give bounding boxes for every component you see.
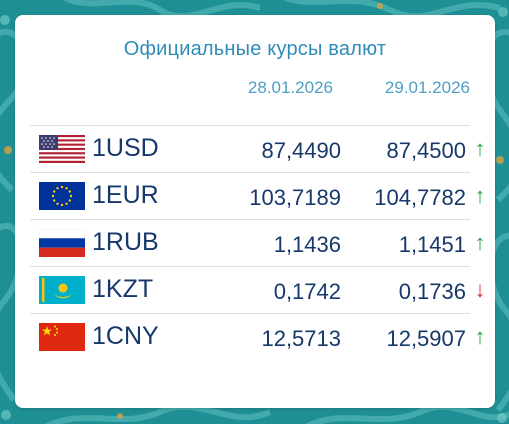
rate-current: 0,1736: [398, 279, 466, 304]
rate-previous: 12,5713: [261, 326, 341, 351]
trend-up-icon: ↑: [474, 324, 486, 349]
rate-current: 87,4500: [386, 138, 466, 163]
eu-flag-icon: [39, 182, 85, 210]
currency-code: 1USD: [92, 134, 159, 162]
rate-current: 104,7782: [374, 185, 466, 210]
date-previous: 28.01.2026: [247, 78, 333, 97]
trend-up-icon: ↑: [474, 136, 486, 161]
china-flag-icon: [39, 323, 85, 351]
card-title: Официальные курсы валют: [123, 38, 387, 60]
currency-code: 1RUB: [92, 228, 159, 256]
rate-row-kzt: 1KZT 0,1742 0,1736 ↓: [30, 266, 486, 314]
rate-previous: 87,4490: [261, 138, 341, 163]
kazakhstan-flag-icon: [39, 276, 85, 304]
date-current: 29.01.2026: [384, 78, 470, 97]
russia-flag-icon: [39, 229, 85, 257]
trend-up-icon: ↑: [474, 230, 486, 255]
rate-current: 12,5907: [386, 326, 466, 351]
trend-down-icon: ↓: [474, 277, 486, 302]
currency-code: 1KZT: [92, 275, 154, 303]
rate-row-usd: 1USD 87,4490 87,4500 ↑: [30, 125, 486, 173]
rate-previous: 103,7189: [249, 185, 341, 210]
rate-current: 1,1451: [398, 232, 466, 257]
rate-row-rub: 1RUB 1,1436 1,1451 ↑: [30, 219, 486, 267]
exchange-rates-card: Официальные курсы валют 28.01.2026 29.01…: [15, 15, 495, 408]
currency-code: 1CNY: [92, 322, 159, 350]
trend-up-icon: ↑: [474, 183, 486, 208]
rate-row-eur: 1EUR 103,7189 104,7782 ↑: [30, 172, 486, 220]
usa-flag-icon: [39, 135, 85, 163]
rate-row-cny: 1CNY 12,5713 12,5907 ↑: [30, 313, 486, 361]
rate-previous: 1,1436: [273, 232, 341, 257]
currency-code: 1EUR: [92, 181, 159, 209]
rate-previous: 0,1742: [273, 279, 341, 304]
